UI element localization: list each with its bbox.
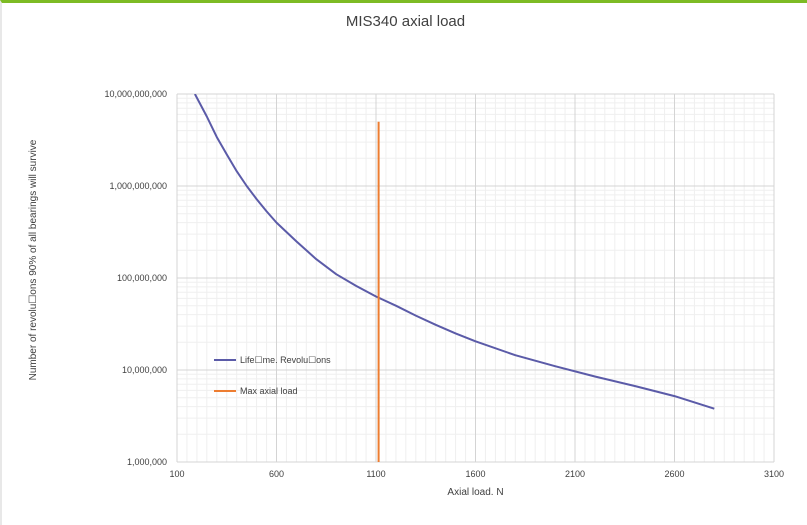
x-tick-label: 100 <box>169 469 184 479</box>
x-tick-label: 1600 <box>465 469 485 479</box>
x-axis-label: Axial load. N <box>447 487 503 498</box>
x-tick-label: 1100 <box>366 469 385 479</box>
y-tick-label: 10,000,000,000 <box>104 89 167 99</box>
y-tick-label: 1,000,000 <box>127 457 167 467</box>
x-tick-label: 600 <box>269 469 284 479</box>
y-tick-label: 1,000,000,000 <box>109 181 167 191</box>
chart-title: MIS340 axial load <box>345 13 466 30</box>
y-axis-label: Number of revolu☐ons 90% of all bearings… <box>28 139 39 380</box>
chart-plot: 100 600 1100 1600 2100 2600 3100 1,000,000 10,00… <box>28 89 784 498</box>
legend-label: Max axial load <box>240 386 298 396</box>
x-tick-label: 3100 <box>764 469 784 479</box>
x-tick-label: 2100 <box>565 469 585 479</box>
y-tick-label: 100,000,000 <box>117 273 167 283</box>
series-line-lifetime <box>194 94 715 410</box>
y-tick-label: 10,000,000 <box>122 365 167 375</box>
legend-label: Life☐me. Revolu☐ons <box>240 355 331 365</box>
x-tick-label: 2600 <box>664 469 684 479</box>
